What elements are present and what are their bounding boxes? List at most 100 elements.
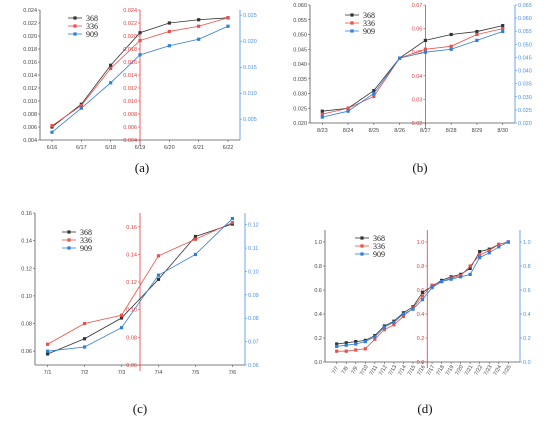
left-tick-label: 0.060 xyxy=(293,3,307,9)
x-tick-label: 7/13 xyxy=(388,364,399,376)
blue-tick-label: 0.8 xyxy=(523,264,531,270)
red-tick-label: 0.16 xyxy=(126,225,137,231)
series-336-point xyxy=(226,16,230,20)
x-tick-label: 7/16 xyxy=(416,364,427,376)
legend-label: 336 xyxy=(363,19,375,28)
panel-b: 0.020 0.025 0.030 0.035 0.040 0.045 0.050 0.055… xyxy=(293,3,532,175)
series-368-point xyxy=(193,234,198,239)
legend-marker xyxy=(67,230,71,234)
series-336-point xyxy=(82,321,87,326)
series-336-point xyxy=(423,47,427,51)
legend-marker xyxy=(350,13,354,17)
panel-d: 0.0 0.2 0.4 0.6 0.8 1.0 0.0 0.2 0.4 0.6 0.8 1.0 0.0 0… xyxy=(314,230,531,416)
panel-c: 0.06 0.08 0.10 0.12 0.14 0.16 0.06 0.08 0.10 0.12… xyxy=(21,211,258,416)
series-368-point xyxy=(478,250,482,254)
left-tick-label: 0.008 xyxy=(23,112,37,118)
blue-tick-label: 0.06 xyxy=(248,363,259,369)
x-tick-label: 8/28 xyxy=(446,128,457,134)
left-tick-label: 0.006 xyxy=(23,125,37,131)
series-336-point xyxy=(50,124,54,128)
red-tick-label: 0.008 xyxy=(123,112,137,118)
left-tick-label: 0.2 xyxy=(314,336,322,342)
series-336-point xyxy=(354,348,358,352)
x-tick-label: 7/5 xyxy=(192,370,200,376)
series-909-point xyxy=(46,349,50,353)
left-tick-label: 0.018 xyxy=(23,47,37,53)
x-tick-label: 7/22 xyxy=(474,364,485,376)
series-909-point xyxy=(363,340,367,344)
series-336-point xyxy=(138,38,142,43)
x-tick-label: 7/24 xyxy=(493,364,504,376)
series-909-point xyxy=(398,56,402,60)
legend-label: 909 xyxy=(86,30,98,39)
left-tick-label: 0.035 xyxy=(293,77,307,83)
x-tick-label: 7/2 xyxy=(81,370,89,376)
blue-tick-label: 0.015 xyxy=(243,65,257,71)
series-909-point xyxy=(372,91,376,96)
left-tick-label: 0.8 xyxy=(314,264,322,270)
blue-tick-label: 0.035 xyxy=(518,82,532,88)
series-336-point xyxy=(478,253,482,257)
left-tick-label: 0.025 xyxy=(293,106,307,112)
series-336-point xyxy=(167,29,171,34)
red-tick-label: 1.0 xyxy=(417,240,425,246)
blue-tick-label: 0.050 xyxy=(518,42,532,48)
red-tick-label: 0.12 xyxy=(126,280,137,286)
panel-label: (a) xyxy=(135,160,149,175)
blue-tick-label: 0.4 xyxy=(523,312,531,318)
series-368-point xyxy=(119,316,124,320)
red-tick-label: 0.020 xyxy=(123,34,137,40)
series-336-point xyxy=(79,103,83,108)
series-336-point xyxy=(497,242,501,246)
x-tick-label: 7/21 xyxy=(464,364,475,376)
x-tick-label: 7/7 xyxy=(331,366,340,376)
x-tick-label: 7/19 xyxy=(445,364,456,376)
left-tick-label: 0.10 xyxy=(21,294,32,300)
series-909-line xyxy=(322,31,503,118)
legend-marker xyxy=(73,24,77,28)
blue-tick-label: 0.12 xyxy=(248,223,259,229)
legend-label: 336 xyxy=(86,22,98,31)
series-336-point xyxy=(401,314,406,318)
red-tick-label: 0.03 xyxy=(412,97,423,103)
series-368-point xyxy=(197,18,201,22)
series-909-point xyxy=(478,256,482,260)
left-tick-label: 0.014 xyxy=(23,73,37,79)
legend-label: 368 xyxy=(373,234,385,243)
x-tick-label: 6/19 xyxy=(135,145,146,151)
blue-tick-label: 0.10 xyxy=(248,269,259,275)
series-909-point xyxy=(392,320,396,324)
red-tick-label: 0.004 xyxy=(123,138,137,144)
series-336-point xyxy=(501,27,505,31)
red-tick-label: 0.14 xyxy=(126,252,137,258)
series-909-point xyxy=(468,272,472,276)
red-tick-label: 0.6 xyxy=(417,288,425,294)
series-368-point xyxy=(475,29,479,34)
red-tick-label: 0.006 xyxy=(123,125,137,131)
blue-tick-label: 1.0 xyxy=(523,240,531,246)
left-tick-label: 0.4 xyxy=(314,312,322,318)
series-336-point xyxy=(335,349,339,353)
x-tick-label: 7/6 xyxy=(229,370,237,376)
left-tick-label: 0.14 xyxy=(21,239,32,245)
legend-marker xyxy=(350,29,354,33)
legend-marker xyxy=(360,236,364,240)
x-tick-label: 8/23 xyxy=(317,128,328,134)
left-tick-label: 0.6 xyxy=(314,288,322,294)
blue-tick-label: 0.055 xyxy=(518,29,532,35)
blue-tick-label: 0.0 xyxy=(523,360,531,366)
blue-tick-label: 0.010 xyxy=(243,91,257,97)
series-909-point xyxy=(119,326,124,330)
blue-tick-label: 0.2 xyxy=(523,336,531,342)
x-tick-label: 8/24 xyxy=(343,128,354,134)
blue-tick-label: 0.065 xyxy=(518,3,532,9)
left-tick-label: 0.12 xyxy=(21,266,32,272)
x-tick-label: 7/1 xyxy=(44,370,52,376)
legend-label: 909 xyxy=(373,250,385,259)
left-tick-label: 0.020 xyxy=(23,34,37,40)
series-368-point xyxy=(138,31,142,35)
red-tick-label: 0.05 xyxy=(412,50,423,56)
series-368-point xyxy=(449,32,453,37)
legend-marker xyxy=(67,238,71,242)
